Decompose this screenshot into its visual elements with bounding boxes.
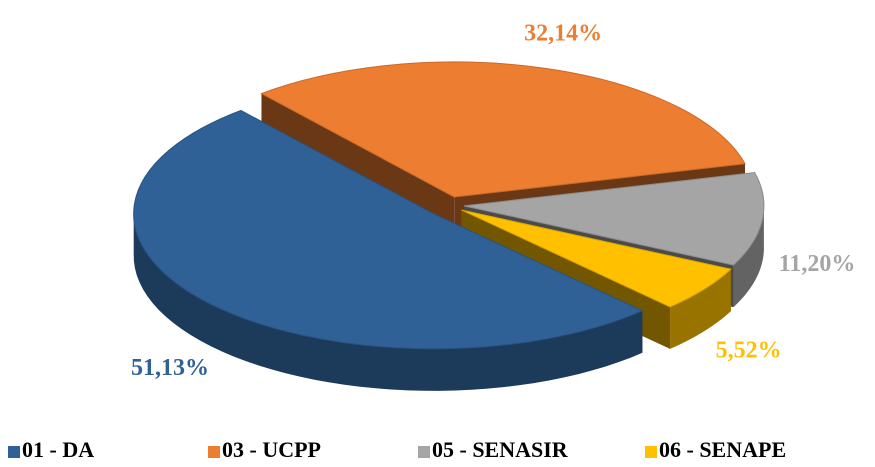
- data-label: 11,20%: [779, 251, 856, 277]
- legend-swatch: [645, 446, 657, 458]
- pie-slice: [260, 61, 746, 198]
- legend-swatch: [418, 446, 430, 458]
- legend-label: 05 - SENASIR: [432, 437, 569, 462]
- data-label: 32,14%: [524, 21, 602, 47]
- pie-slice: [463, 172, 765, 266]
- pie-outer-wall: [133, 211, 643, 391]
- legend-swatch: [8, 446, 20, 458]
- pie-slice: [461, 209, 732, 308]
- legend-swatch: [208, 446, 220, 458]
- data-label: 5,52%: [716, 337, 782, 363]
- pie-slice: [133, 109, 644, 350]
- pie-tops: [133, 61, 765, 350]
- pie-outer-wall: [670, 269, 731, 349]
- legend-label: 01 - DA: [22, 437, 94, 462]
- pie-labels: 32,14% 11,20% 5,52% 51,13%: [131, 21, 855, 382]
- legend: 01 - DA 03 - UCPP 05 - SENASIR 06 - SENAPE: [8, 437, 786, 462]
- legend-label: 03 - UCPP: [222, 437, 321, 462]
- data-label: 51,13%: [131, 355, 209, 381]
- legend-label: 06 - SENAPE: [659, 437, 786, 462]
- pie-outer-wall: [733, 203, 764, 308]
